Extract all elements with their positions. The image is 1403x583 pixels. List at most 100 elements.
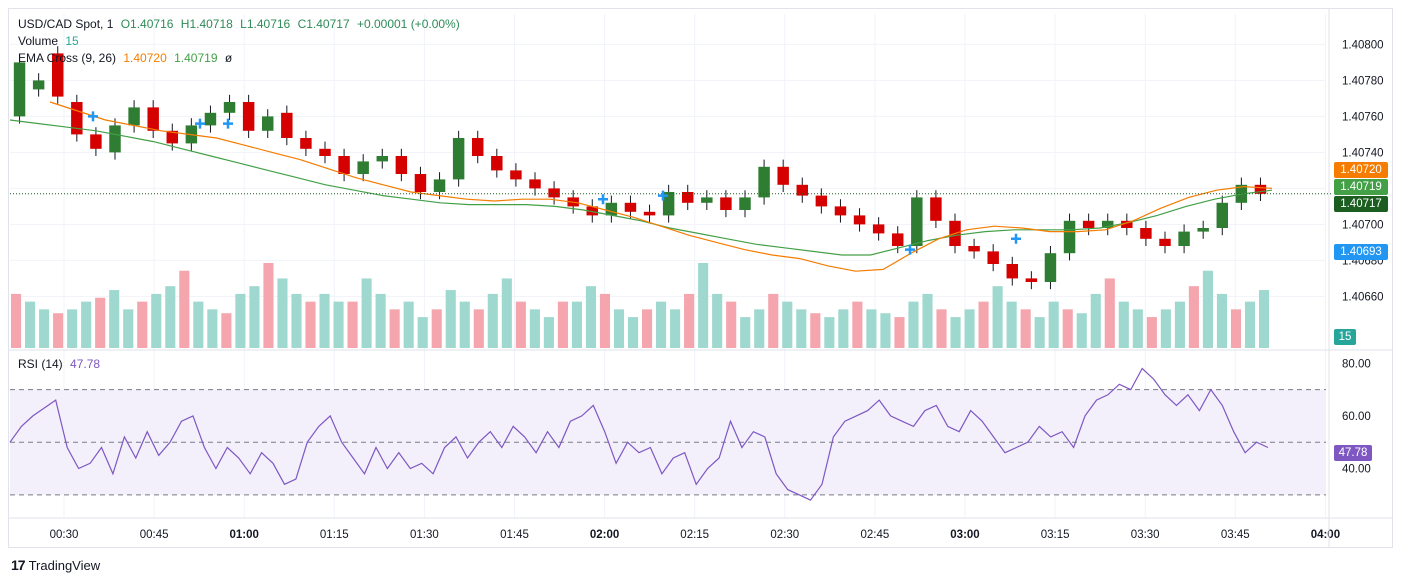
cross-marker: [88, 111, 98, 122]
volume-bar: [305, 301, 316, 348]
volume-bar: [1090, 293, 1101, 348]
volume-bar: [627, 317, 639, 348]
volume-bar: [585, 286, 597, 348]
candle-body: [510, 170, 522, 180]
volume-bar: [207, 309, 218, 348]
volume-bar: [81, 301, 92, 348]
volume-bar: [613, 309, 625, 348]
volume-bar: [1062, 309, 1073, 348]
candle-body: [662, 192, 675, 216]
candle-body: [758, 166, 770, 198]
candle-body: [491, 156, 503, 171]
price-tick-label: 1.40740: [1342, 147, 1384, 159]
time-tick-label: 01:00: [229, 529, 258, 541]
ema-slow-value: 1.40719: [174, 51, 218, 65]
volume-bar: [501, 278, 512, 348]
candle-body: [13, 62, 26, 117]
candle-body: [739, 197, 751, 210]
volume-bar: [221, 313, 232, 348]
ema-fast-line: [49, 101, 1273, 272]
volume-bar: [670, 309, 681, 348]
volume-bar: [67, 309, 78, 348]
time-tick-label: 03:30: [1131, 529, 1160, 541]
rsi-value: 47.78: [70, 357, 101, 371]
volume-bar: [53, 313, 64, 348]
volume-bar: [656, 301, 667, 348]
volume-bar: [754, 309, 765, 348]
rsi-legend: RSI (14) 47.78: [18, 357, 104, 371]
volume-bar: [25, 301, 36, 348]
volume-bar: [11, 293, 22, 348]
candle-body: [968, 246, 980, 252]
candle-body: [911, 197, 923, 246]
candle-body: [223, 102, 236, 113]
high-value: H1.40718: [180, 17, 233, 31]
volume-legend: Volume 15: [18, 34, 83, 48]
tradingview-logo-icon: 17: [11, 557, 26, 573]
volume-bar: [1160, 309, 1171, 348]
rsi-tick-label: 80.00: [1342, 358, 1371, 370]
volume-bar: [109, 290, 120, 348]
volume-bar: [810, 313, 821, 348]
cross-marker: [195, 118, 205, 129]
candle-body: [52, 53, 64, 97]
candle-body: [892, 233, 904, 246]
candle-body: [90, 134, 102, 149]
tradingview-name: TradingView: [28, 557, 101, 573]
volume-bar: [557, 301, 568, 348]
volume-bar: [796, 309, 807, 348]
candle-body: [395, 156, 408, 174]
volume-bar: [880, 313, 891, 348]
volume-bar: [39, 309, 50, 348]
volume-bar: [165, 286, 176, 348]
candle-body: [1082, 220, 1095, 228]
volume-bar: [123, 309, 134, 348]
candle-body: [605, 202, 618, 216]
candle-body: [1197, 228, 1209, 232]
volume-bar: [277, 278, 288, 348]
volume-bar: [1244, 301, 1256, 348]
time-tick-label: 03:00: [950, 529, 979, 541]
volume-bar: [263, 263, 274, 348]
volume-bar: [487, 293, 498, 348]
candle-body: [834, 206, 847, 216]
volume-bar: [249, 286, 260, 348]
price-tick-label: 1.40660: [1342, 291, 1384, 303]
volume-bar: [417, 317, 428, 348]
volume-bar: [824, 317, 835, 348]
candle-body: [701, 197, 713, 203]
ema-slow-tag: 1.40719: [1334, 179, 1388, 195]
volume-bar: [431, 309, 442, 348]
volume-bar: [684, 293, 695, 348]
time-tick-label: 01:45: [500, 529, 529, 541]
volume-bar: [1118, 301, 1129, 348]
price-tick-label: 1.40760: [1342, 111, 1384, 123]
time-tick-label: 01:30: [410, 529, 439, 541]
time-tick-label: 02:45: [861, 529, 890, 541]
candle-body: [109, 125, 121, 153]
volume-bar: [1104, 278, 1115, 348]
volume-bar: [978, 301, 989, 348]
volume-bar: [529, 309, 540, 348]
volume-bar: [95, 297, 106, 348]
candle-body: [281, 112, 293, 138]
volume-bar: [782, 301, 793, 348]
volume-bar: [1020, 309, 1031, 348]
volume-bar: [894, 317, 905, 348]
ema-label: EMA Cross (9, 26): [18, 51, 117, 65]
volume-bar: [403, 301, 414, 348]
low-value: L1.40716: [240, 17, 291, 31]
volume-bar: [459, 301, 470, 348]
volume-bar: [599, 293, 611, 348]
volume-bar: [992, 286, 1003, 348]
candle-body: [1006, 264, 1018, 279]
candle-body: [853, 215, 866, 225]
tradingview-logo[interactable]: 17 TradingView: [11, 557, 100, 573]
volume-bar: [908, 301, 919, 348]
candle-body: [357, 161, 369, 174]
ema-fast-value: 1.40720: [123, 51, 167, 65]
rsi-tick-label: 40.00: [1342, 464, 1371, 476]
volume-bar: [571, 301, 582, 348]
cross-marker: [223, 118, 233, 129]
